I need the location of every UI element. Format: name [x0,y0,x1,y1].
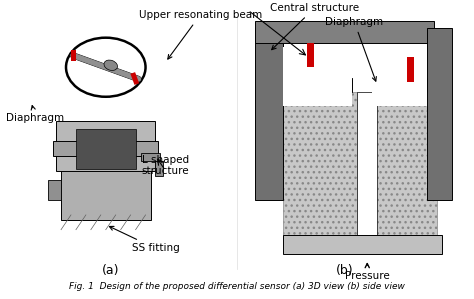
Text: (b): (b) [336,264,353,277]
Bar [283,92,357,235]
Bar [53,141,158,156]
Text: Fig. 1  Design of the proposed differential sensor (a) 3D view (b) side view: Fig. 1 Design of the proposed differenti… [69,282,405,291]
Bar [56,121,155,171]
Text: Diaphragm: Diaphragm [325,17,383,81]
Bar [283,47,352,106]
Bar [155,161,164,176]
Text: Diaphragm: Diaphragm [6,106,64,123]
Bar [283,78,352,92]
Bar [48,181,61,200]
Bar [357,92,377,235]
Text: L shaped
structure: L shaped structure [142,155,189,176]
Bar [141,153,161,161]
Text: Central structure: Central structure [270,3,359,50]
Bar [372,78,427,92]
Bar [76,129,136,169]
Bar [71,50,76,61]
Bar [427,28,452,200]
Bar [61,166,151,220]
Bar [255,28,283,200]
Bar [255,21,434,43]
Text: SS fitting: SS fitting [109,226,179,253]
Text: Pressure: Pressure [345,263,390,281]
Bar [307,43,313,67]
Text: (a): (a) [102,264,119,277]
Bar [407,57,414,82]
Bar [372,92,437,235]
Ellipse shape [104,60,118,71]
Bar [372,47,427,106]
Bar [130,72,139,85]
Bar [283,235,442,254]
Text: Upper resonating beam: Upper resonating beam [138,10,262,59]
